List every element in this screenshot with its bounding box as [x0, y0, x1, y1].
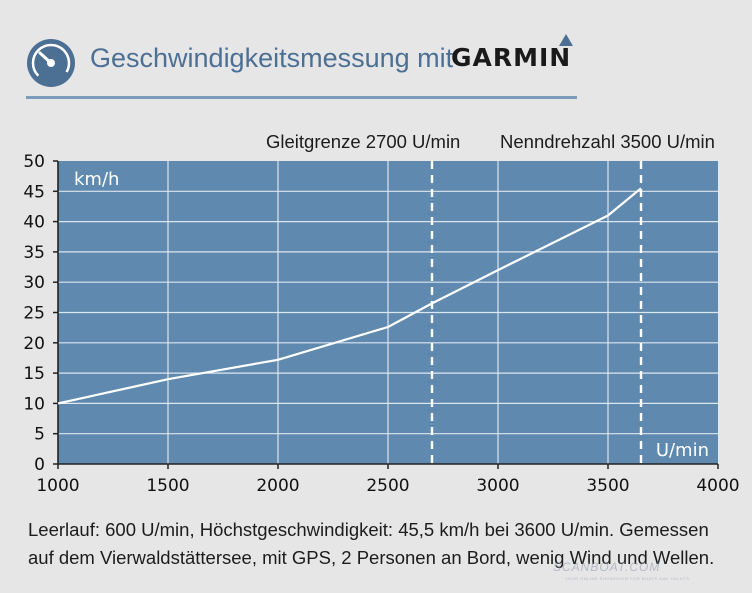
x-tick-label: 1000	[36, 476, 79, 496]
y-tick-label: 30	[23, 273, 45, 293]
x-tick-label: 3000	[476, 476, 519, 496]
brand-logo: GARMIN	[451, 43, 572, 72]
caption: Leerlauf: 600 U/min, Höchstgeschwindigke…	[28, 516, 738, 572]
x-tick-label: 4000	[696, 476, 739, 496]
annotation-label: Gleitgrenze 2700 U/min	[266, 131, 460, 152]
x-tick-label: 2000	[256, 476, 299, 496]
speedometer-icon	[27, 39, 75, 87]
page-title: Geschwindigkeitsmessung mit	[90, 43, 454, 73]
y-tick-label: 20	[23, 334, 45, 354]
brand-triangle-icon	[559, 34, 573, 46]
caption-line-2: auf dem Vierwaldstättersee, mit GPS, 2 P…	[28, 547, 715, 568]
y-tick-label: 45	[23, 182, 45, 202]
header: Geschwindigkeitsmessung mit GARMIN	[24, 34, 584, 88]
watermark-tagline: YOUR ONLINE SHOWROOM FOR BOATS AND YACHT…	[565, 576, 690, 581]
y-tick-label: 10	[23, 394, 45, 414]
y-tick-label: 0	[34, 455, 45, 475]
watermark-logo: SCANBOAT.COM	[553, 560, 661, 574]
caption-line-1: Leerlauf: 600 U/min, Höchstgeschwindigke…	[28, 519, 709, 540]
header-divider	[26, 96, 577, 99]
speed-chart: 0 5 10 15 20 25 30 35 40 45 50 1000 1500 2000 2500 3000…	[23, 131, 739, 496]
y-tick-label: 35	[23, 243, 45, 263]
y-tick-label: 15	[23, 364, 45, 384]
y-tick-label: 25	[23, 304, 45, 324]
y-tick-label: 40	[23, 213, 45, 233]
series-line	[57, 187, 642, 405]
x-tick-label: 1500	[146, 476, 189, 496]
y-tick-label: 5	[34, 425, 45, 445]
annotation-label: Nenndrehzahl 3500 U/min	[500, 131, 715, 152]
x-tick-label: 3500	[586, 476, 629, 496]
x-tick-label: 2500	[366, 476, 409, 496]
y-tick-label: 50	[23, 152, 45, 172]
x-axis-label: U/min	[656, 440, 709, 461]
y-axis-label: km/h	[74, 169, 119, 190]
